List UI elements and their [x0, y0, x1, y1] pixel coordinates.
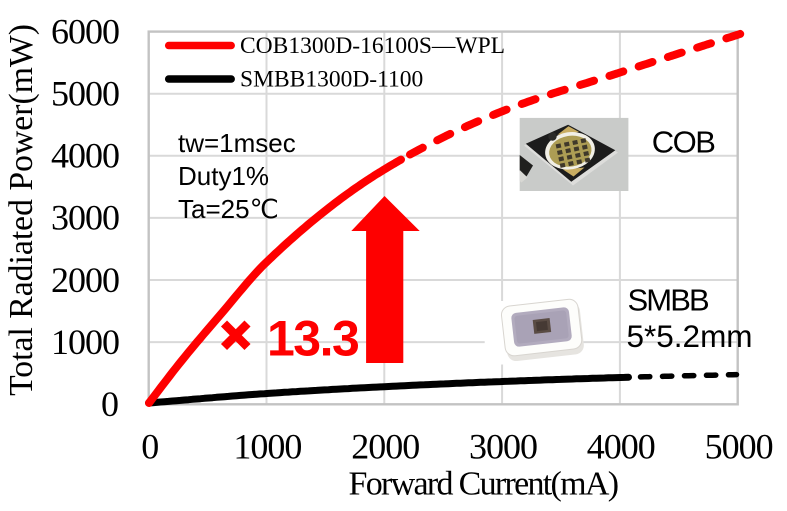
svg-text:Forward Current(mA): Forward Current(mA) [349, 465, 618, 502]
svg-text:SMBB: SMBB [628, 282, 709, 317]
svg-text:6000: 6000 [51, 11, 119, 51]
svg-text:1000: 1000 [233, 427, 301, 467]
svg-text:0: 0 [101, 384, 118, 424]
svg-text:Duty1%: Duty1% [178, 161, 269, 191]
svg-text:13.3: 13.3 [267, 311, 358, 367]
svg-text:Ta=25℃: Ta=25℃ [178, 194, 279, 224]
svg-text:1000: 1000 [51, 322, 119, 362]
svg-text:5*5.2mm: 5*5.2mm [627, 318, 753, 354]
svg-text:Total Radiated Power(mW): Total Radiated Power(mW) [3, 24, 40, 396]
svg-text:5000: 5000 [51, 74, 119, 114]
svg-text:3000: 3000 [469, 427, 537, 467]
svg-text:5000: 5000 [705, 427, 773, 467]
svg-text:3000: 3000 [51, 198, 119, 238]
svg-text:COB1300D-16100S—WPL: COB1300D-16100S—WPL [240, 33, 505, 59]
svg-text:2000: 2000 [351, 427, 419, 467]
svg-text:4000: 4000 [51, 136, 119, 176]
svg-text:SMBB1300D-1100: SMBB1300D-1100 [240, 67, 423, 93]
svg-text:2000: 2000 [51, 260, 119, 300]
svg-text:tw=1msec: tw=1msec [178, 128, 296, 158]
svg-text:COB: COB [652, 125, 716, 160]
svg-text:0: 0 [141, 427, 158, 467]
svg-text:4000: 4000 [587, 427, 655, 467]
